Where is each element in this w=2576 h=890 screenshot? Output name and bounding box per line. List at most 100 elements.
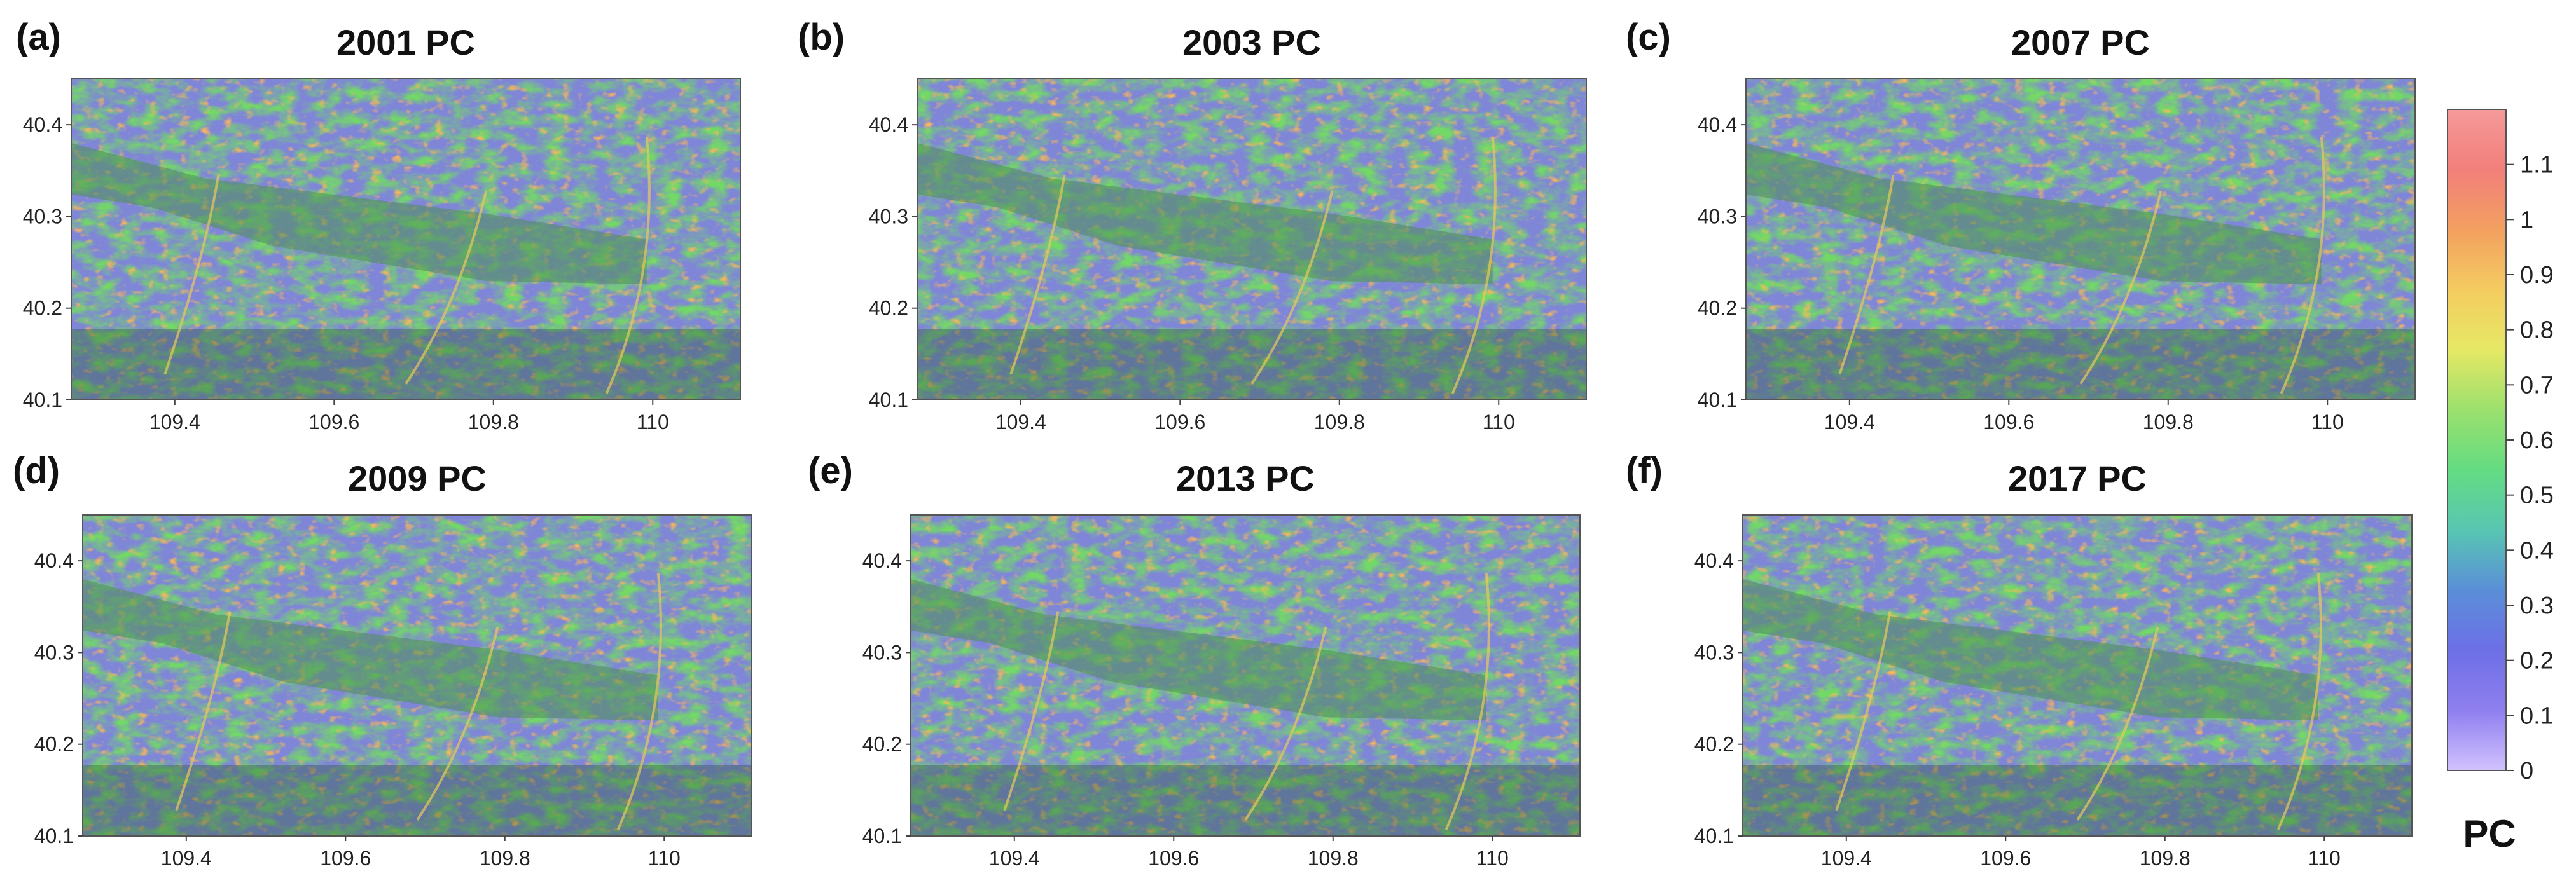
river-channel bbox=[2076, 627, 2159, 821]
river-channel bbox=[1835, 611, 1892, 811]
y-tick-label: 40.4 bbox=[869, 113, 908, 136]
river-channel bbox=[616, 572, 662, 830]
map-frame bbox=[1745, 78, 2416, 400]
y-tick-label: 40.1 bbox=[869, 388, 908, 411]
panel-c: (c) 2007 PC 109.4 109.6 109.8 110 40.1 40.2 40.3… bbox=[1626, 17, 2416, 434]
y-tick-label: 40.4 bbox=[1698, 113, 1737, 136]
x-tick-label: 109.6 bbox=[308, 411, 359, 434]
panel-title: 2003 PC bbox=[1182, 22, 1321, 62]
colorbar-tick-label: 0.1 bbox=[2520, 702, 2554, 729]
river-channel bbox=[1451, 136, 1497, 394]
x-tick-label: 109.6 bbox=[320, 847, 371, 870]
map-frame bbox=[82, 514, 752, 837]
terrain-band bbox=[911, 765, 1580, 836]
x-tick-label: 109.6 bbox=[1980, 847, 2031, 870]
colorbar-title: PC bbox=[2463, 812, 2516, 855]
dune-belt bbox=[917, 143, 1493, 285]
panel-tag: (b) bbox=[798, 17, 845, 58]
colorbar-tick-label: 0.2 bbox=[2520, 648, 2554, 674]
panel-d: (d) 2009 PC 109.4 109.6 109.8 110 40.1 40.2 40.3… bbox=[13, 450, 752, 870]
colorbar-tick-label: 0.8 bbox=[2520, 317, 2554, 344]
river-channel bbox=[163, 175, 220, 375]
x-tick-label: 109.4 bbox=[161, 847, 212, 870]
river-channel bbox=[605, 136, 651, 394]
river-channel bbox=[1009, 175, 1066, 375]
dune-belt bbox=[1743, 579, 2318, 721]
panel-title: 2017 PC bbox=[2008, 458, 2147, 498]
y-tick-label: 40.1 bbox=[1694, 825, 1734, 847]
x-tick-label: 110 bbox=[1476, 847, 1509, 870]
x-tick-label: 110 bbox=[2308, 847, 2341, 870]
x-tick-label: 109.8 bbox=[480, 847, 530, 870]
x-tick-label: 109.8 bbox=[1308, 847, 1359, 870]
colorbar-tick-label: 0.5 bbox=[2520, 483, 2554, 509]
river-channel bbox=[1244, 627, 1327, 821]
map-frame bbox=[917, 78, 1587, 400]
x-tick-label: 110 bbox=[637, 411, 669, 434]
y-tick-label: 40.1 bbox=[34, 825, 74, 847]
y-tick-label: 40.2 bbox=[34, 733, 74, 756]
colorbar-tick-label: 0.3 bbox=[2520, 592, 2554, 619]
x-tick-label: 109.4 bbox=[1824, 411, 1875, 434]
y-tick-label: 40.4 bbox=[23, 113, 62, 136]
river-channel bbox=[1250, 191, 1334, 385]
x-tick-label: 109.4 bbox=[995, 411, 1046, 434]
x-tick-label: 109.8 bbox=[2140, 847, 2191, 870]
panel-title: 2001 PC bbox=[336, 22, 475, 62]
y-tick-label: 40.3 bbox=[34, 641, 74, 664]
river-channel bbox=[2280, 136, 2325, 394]
y-tick-label: 40.3 bbox=[869, 205, 908, 228]
y-tick-label: 40.3 bbox=[23, 205, 62, 228]
dune-belt bbox=[911, 579, 1486, 721]
y-tick-label: 40.4 bbox=[862, 549, 902, 572]
colorbar-tick-label: 0.7 bbox=[2520, 372, 2554, 399]
river-channel bbox=[1838, 175, 1895, 375]
panel-tag: (e) bbox=[808, 450, 853, 491]
panel-tag: (d) bbox=[13, 450, 60, 491]
x-tick-label: 109.4 bbox=[149, 411, 200, 434]
x-tick-label: 109.8 bbox=[2143, 411, 2194, 434]
colorbar-tick-label: 1.1 bbox=[2520, 152, 2554, 179]
colorbar-tick-label: 0 bbox=[2520, 758, 2533, 784]
map-frame bbox=[1742, 514, 2413, 837]
terrain-band bbox=[917, 329, 1586, 400]
map-frame bbox=[71, 78, 741, 400]
panel-title: 2007 PC bbox=[2011, 22, 2150, 62]
terrain-band bbox=[83, 765, 752, 836]
x-tick-label: 110 bbox=[648, 847, 681, 870]
colorbar-bar bbox=[2447, 109, 2507, 771]
panel-tag: (c) bbox=[1626, 17, 1671, 58]
panel-tag: (f) bbox=[1626, 450, 1663, 491]
river-channel bbox=[2276, 572, 2322, 830]
panel-b: (b) 2003 PC 109.4 109.6 109.8 110 40.1 40.2 40.3… bbox=[798, 17, 1587, 434]
terrain-band bbox=[71, 329, 740, 400]
y-tick-label: 40.3 bbox=[1694, 641, 1734, 664]
y-tick-label: 40.2 bbox=[1698, 297, 1737, 320]
x-tick-label: 109.8 bbox=[468, 411, 519, 434]
river-channel bbox=[405, 191, 488, 385]
x-tick-label: 109.4 bbox=[989, 847, 1040, 870]
x-tick-label: 109.4 bbox=[1821, 847, 1872, 870]
y-tick-label: 40.3 bbox=[862, 641, 902, 664]
y-tick-label: 40.4 bbox=[1694, 549, 1734, 572]
x-tick-label: 110 bbox=[2311, 411, 2344, 434]
y-tick-label: 40.3 bbox=[1698, 205, 1737, 228]
panel-e: (e) 2013 PC 109.4 109.6 109.8 110 40.1 40.2 40.3… bbox=[808, 450, 1581, 870]
map-frame bbox=[910, 514, 1581, 837]
panel-tag: (a) bbox=[16, 17, 61, 58]
river-channel bbox=[1444, 572, 1490, 830]
terrain-band bbox=[1743, 765, 2412, 836]
x-tick-label: 109.6 bbox=[1148, 847, 1199, 870]
y-tick-label: 40.1 bbox=[23, 388, 62, 411]
y-tick-label: 40.2 bbox=[869, 297, 908, 320]
y-tick-label: 40.4 bbox=[34, 549, 74, 572]
river-channel bbox=[175, 611, 232, 811]
colorbar: 0 0.1 0.2 0.3 0.4 0.5 0.6 0.7 0.8 0.9 1 1.1 PC bbox=[2447, 109, 2554, 855]
y-tick-label: 40.1 bbox=[1698, 388, 1737, 411]
panel-a: (a) 2001 PC 109.4 109.6 109.8 110 40.1 40.2 40.3… bbox=[16, 17, 741, 434]
river-channel bbox=[416, 627, 499, 821]
terrain-band bbox=[1746, 329, 2415, 400]
panels-layer: (a) 2001 PC 109.4 109.6 109.8 110 40.1 40.2 40.3… bbox=[13, 17, 2416, 870]
x-tick-label: 109.6 bbox=[1983, 411, 2034, 434]
